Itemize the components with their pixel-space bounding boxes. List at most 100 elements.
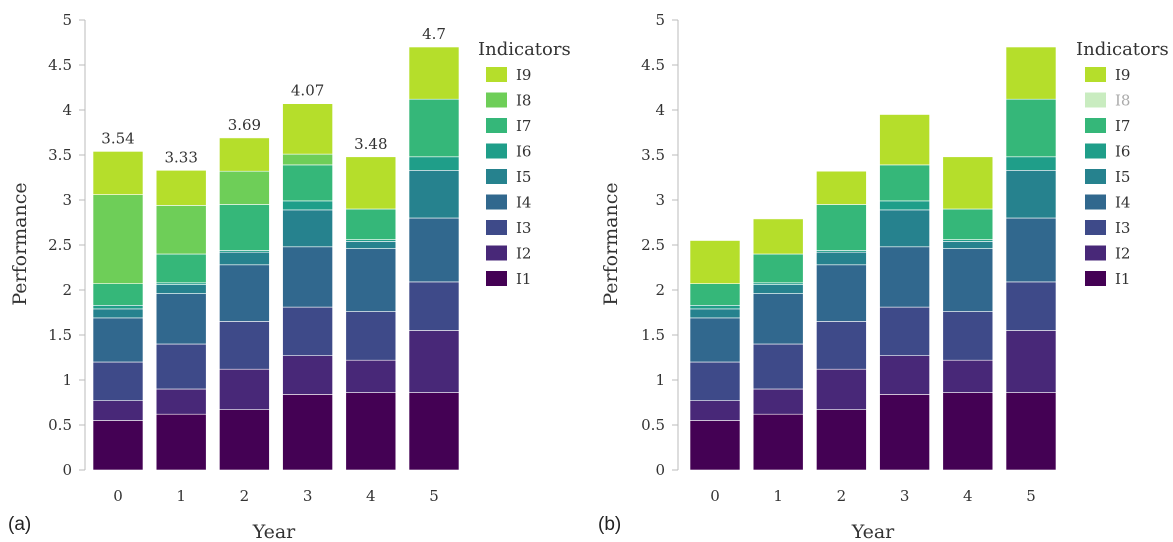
panel-a-bar-segment-i5-year-1 xyxy=(155,284,207,294)
panel-b-bar-segment-i7-year-4 xyxy=(942,208,994,240)
panel-b-x-ticks: 0 1 2 3 4 5 xyxy=(710,487,1036,505)
panel-b-bar-segment-i5-year-3 xyxy=(879,209,930,248)
panel-a-bar-segment-i2-year-2 xyxy=(219,368,270,411)
panel-b-bar-segment-i3-year-1 xyxy=(752,343,804,390)
panel-b-y-tick-label: 3.5 xyxy=(641,146,665,164)
panel-a-bar-segment-i9-year-0 xyxy=(92,151,144,195)
panel-b-bar-segment-i7-year-1 xyxy=(752,253,804,284)
panel-a-y-axis-title: Performance xyxy=(9,182,31,305)
panel-a-label: (a) xyxy=(8,514,31,535)
panel-a-x-tick-label: 1 xyxy=(176,487,186,505)
panel-b-bar-segment-i4-year-3 xyxy=(879,246,930,308)
panel-b-bar-segment-i3-year-5 xyxy=(1005,281,1057,331)
panel-a-total-label: 3.33 xyxy=(164,148,197,166)
panel-a-total-label: 3.54 xyxy=(101,129,134,147)
panel-b-legend-label-i5: I5 xyxy=(1115,168,1130,186)
panel-b-bar-segment-i9-year-4 xyxy=(942,156,994,210)
panel-a-legend-swatch-i9 xyxy=(486,67,507,82)
panel-a-bar-segment-i7-year-3 xyxy=(282,164,333,202)
panel-a-bar-segment-i5-year-5 xyxy=(408,170,460,219)
panel-b-legend-swatch-i6 xyxy=(1085,143,1106,159)
panel-a-bar-segment-i3-year-5 xyxy=(408,281,460,331)
panel-a-x-tick-label: 3 xyxy=(303,487,313,505)
panel-b-bar-segment-i1-year-4 xyxy=(942,392,994,471)
panel-a-bar-segment-i8-year-0 xyxy=(92,194,144,285)
panel-b-bar-segment-i9-year-2 xyxy=(816,170,867,205)
panel-a-bar-segment-i8-year-3 xyxy=(282,153,333,166)
panel-a-bar-segment-i6-year-3 xyxy=(282,200,333,211)
panel-a-bar-segment-i2-year-5 xyxy=(408,330,460,393)
panel-a-bar-segment-i9-year-2 xyxy=(219,137,270,172)
panel-a-y-tick-label: 5 xyxy=(62,11,72,29)
panel-b: Performance Year (b) 0 0.5 1 1.5 2 2.5 3 3.5 4 4.… xyxy=(598,11,1169,542)
panel-a-bar-segment-i1-year-1 xyxy=(155,413,207,471)
panel-b-bar-segment-i7-year-2 xyxy=(816,204,867,251)
panel-a-y-tick-label: 1 xyxy=(62,371,72,389)
panel-b-legend-label-i3: I3 xyxy=(1115,219,1130,237)
panel-a-legend-label-i6: I6 xyxy=(516,143,531,161)
panel-b-label: (b) xyxy=(598,514,621,535)
panel-a-y-tick-label: 2 xyxy=(62,281,72,299)
panel-b-x-tick-label: 0 xyxy=(710,487,720,505)
panel-b-bar-segment-i2-year-1 xyxy=(752,388,804,415)
panel-b-legend-title: Indicators xyxy=(1076,39,1169,60)
panel-a-bar-segment-i1-year-5 xyxy=(408,392,460,471)
panel-b-legend-swatch-i8 xyxy=(1085,92,1106,108)
panel-b-x-tick-label: 4 xyxy=(963,487,973,505)
panel-a-bar-segment-i2-year-4 xyxy=(345,359,397,393)
panel-a-bar-segment-i5-year-4 xyxy=(345,241,397,249)
panel-a-bar-segment-i1-year-4 xyxy=(345,392,397,471)
panel-a-bars xyxy=(92,46,460,471)
panel-b-bar-segment-i2-year-4 xyxy=(942,359,994,393)
panel-a-bar-segment-i1-year-3 xyxy=(282,394,333,471)
panel-b-y-axis-title: Performance xyxy=(600,182,622,305)
panel-b-bar-segment-i6-year-5 xyxy=(1005,156,1057,171)
panel-a-y-tick-label: 1.5 xyxy=(48,326,72,344)
panel-b-y-tick-label: 5 xyxy=(655,11,665,29)
panel-b-bar-segment-i4-year-0 xyxy=(689,317,741,363)
panel-a-bar-segment-i4-year-1 xyxy=(155,293,207,345)
panel-b-bar-segment-i1-year-1 xyxy=(752,413,804,471)
panel-a-total-label: 4.07 xyxy=(291,82,324,100)
panel-a-bar-segment-i7-year-5 xyxy=(408,98,460,158)
panel-b-bar-segment-i5-year-0 xyxy=(689,308,741,319)
panel-b-y-tick-label: 2 xyxy=(655,281,665,299)
panel-a-bar-segment-i7-year-1 xyxy=(155,253,207,284)
panel-b-y-tick-label: 0 xyxy=(655,461,665,479)
panel-a-bar-segment-i6-year-5 xyxy=(408,156,460,171)
panel-b-bars xyxy=(689,46,1057,471)
panel-a-legend-label-i5: I5 xyxy=(516,168,531,186)
panel-a-bar-segment-i3-year-3 xyxy=(282,306,333,357)
panel-b-y-tick-label: 2.5 xyxy=(641,236,665,254)
panel-a-bar-segment-i2-year-0 xyxy=(92,400,144,421)
panel-b-x-tick-label: 1 xyxy=(773,487,783,505)
panel-a-bar-segment-i9-year-1 xyxy=(155,170,207,206)
panel-a-bar-segment-i5-year-3 xyxy=(282,209,333,248)
panel-b-bar-segment-i2-year-3 xyxy=(879,355,930,395)
panel-a-bar-segment-i8-year-2 xyxy=(219,170,270,205)
panel-b-bar-segment-i5-year-4 xyxy=(942,241,994,249)
panel-a-y-tick-label: 2.5 xyxy=(48,236,72,254)
panel-a-legend-label-i4: I4 xyxy=(516,194,531,212)
panel-a-legend-swatch-i6 xyxy=(486,143,507,159)
panel-b-y-tick-label: 1 xyxy=(655,371,665,389)
panel-b-y-tick-label: 4.5 xyxy=(641,56,665,74)
panel-b-y-tick-label: 1.5 xyxy=(641,326,665,344)
panel-a-bar-segment-i2-year-1 xyxy=(155,388,207,415)
panel-b-y-tick-label: 4 xyxy=(655,101,665,119)
panel-a-bar-segment-i1-year-0 xyxy=(92,420,144,471)
panel-a-legend-swatch-i1 xyxy=(486,271,507,286)
panel-b-legend-label-i4: I4 xyxy=(1115,194,1130,212)
panel-a-x-tick-label: 5 xyxy=(429,487,439,505)
panel-a-legend-label-i1: I1 xyxy=(516,270,531,288)
panel-b-legend-swatch-i2 xyxy=(1085,245,1106,261)
panel-b-bar-segment-i7-year-5 xyxy=(1005,98,1057,158)
panel-a-y-tick-label: 0 xyxy=(62,461,72,479)
panel-a-legend-swatch-i4 xyxy=(486,194,507,210)
panel-a-bar-segment-i5-year-2 xyxy=(219,251,270,266)
panel-b-legend-swatch-i4 xyxy=(1085,194,1106,210)
panel-b-y-tick-label: 3 xyxy=(655,191,665,209)
panel-b-bar-segment-i2-year-5 xyxy=(1005,330,1057,393)
panel-a-bar-segment-i9-year-5 xyxy=(408,46,460,100)
panel-a-x-ticks: 0 1 2 3 4 5 xyxy=(113,487,439,505)
